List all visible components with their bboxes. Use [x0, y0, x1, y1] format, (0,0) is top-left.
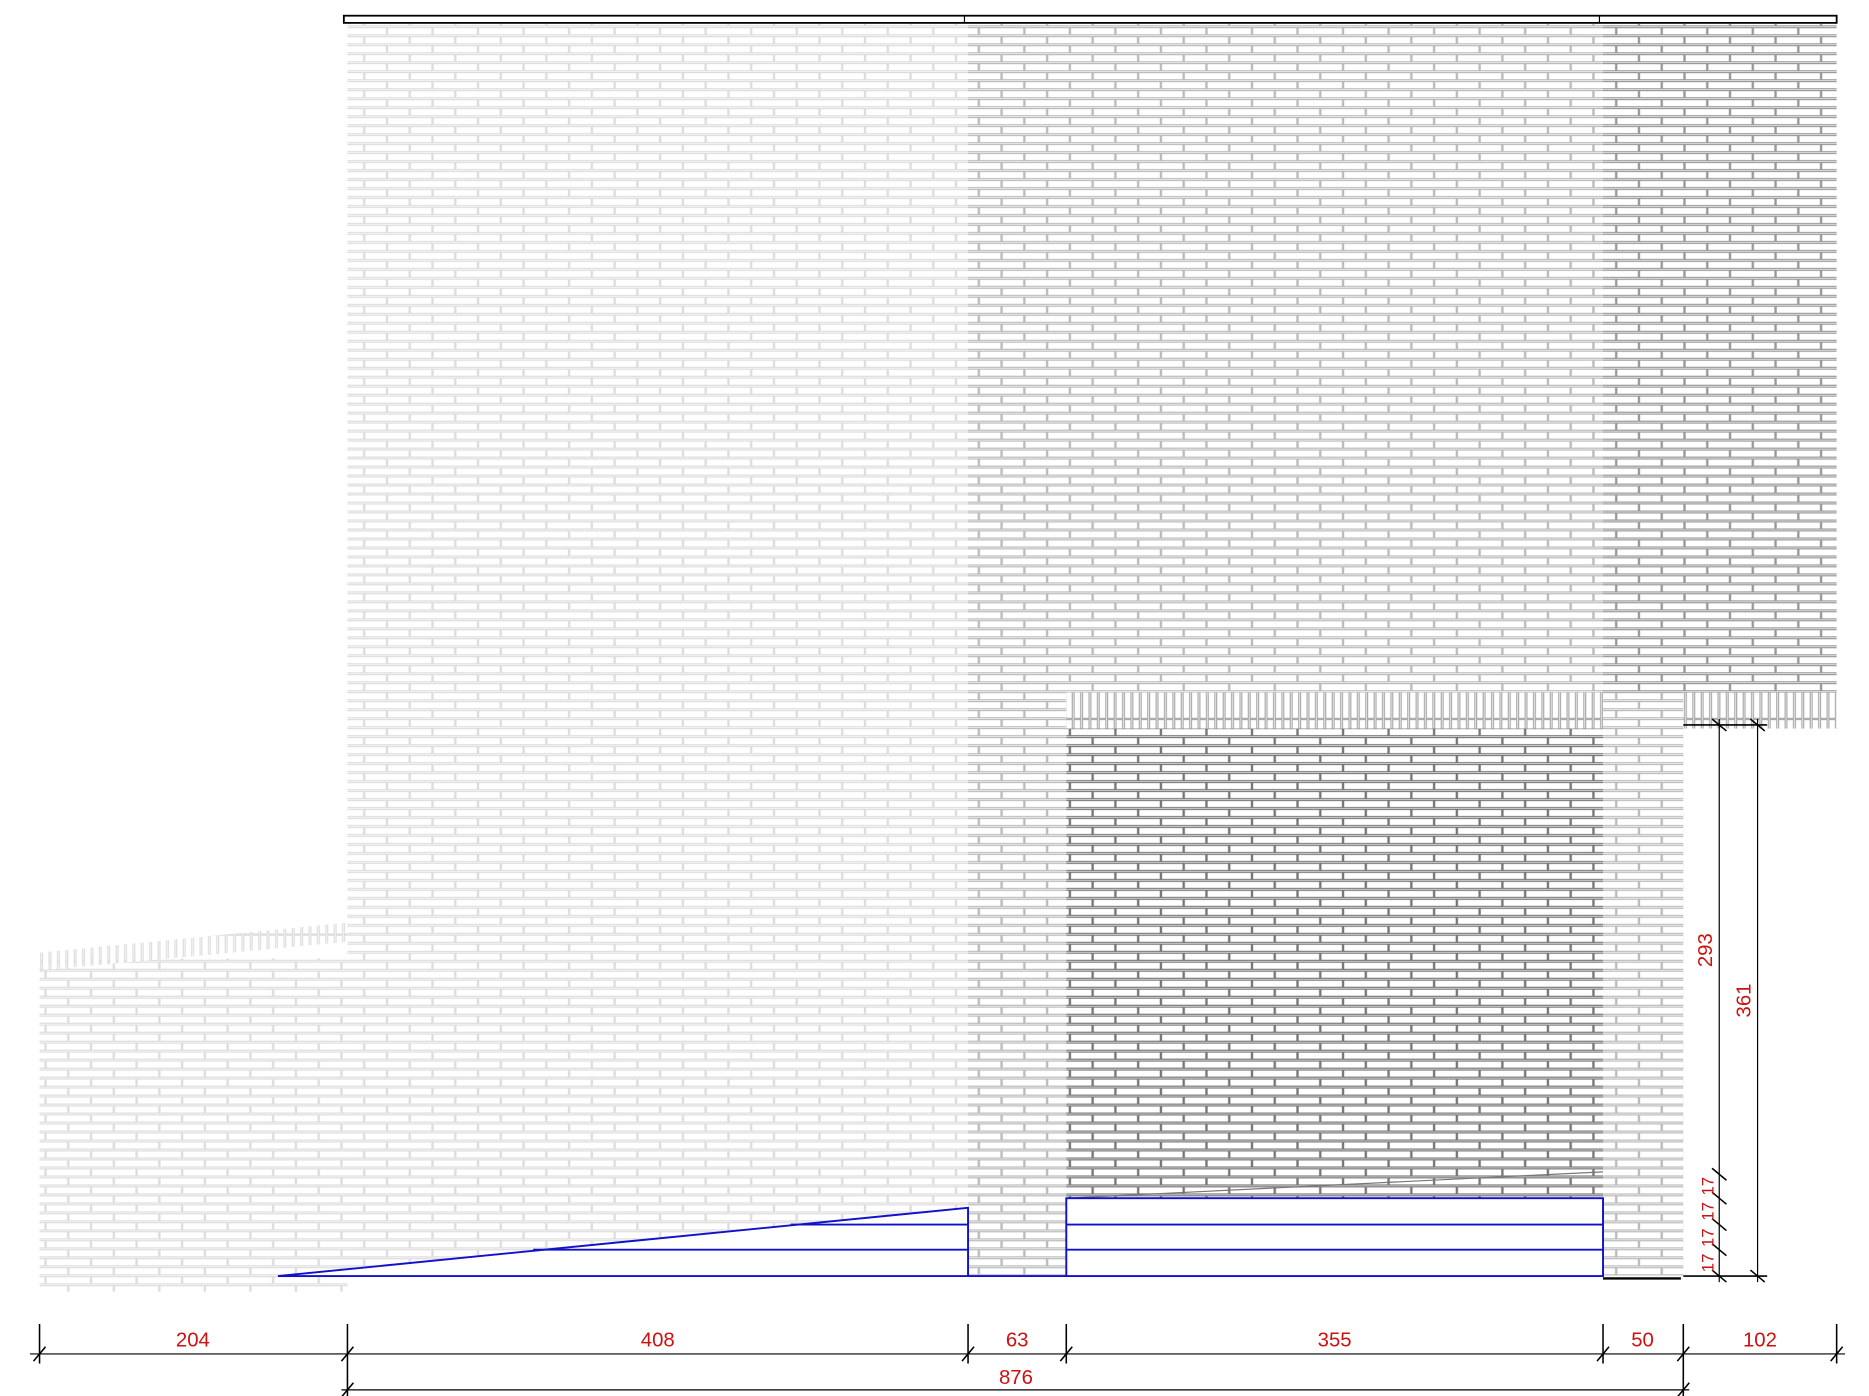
soldier-course — [1066, 693, 1603, 729]
dimension-label: 355 — [1318, 1330, 1352, 1352]
middle-pier — [968, 693, 1066, 1276]
dimension-label: 17 — [1698, 1177, 1717, 1196]
dimension-label: 50 — [1631, 1330, 1654, 1352]
dimension-label: 17 — [1698, 1202, 1717, 1221]
dimension-label: 63 — [1006, 1330, 1029, 1352]
right-pier — [1603, 693, 1683, 1276]
dimension-label: 17 — [1698, 1228, 1717, 1247]
page: 204 408 63 355 50 102 876 293 361 17 17 … — [0, 0, 1869, 1396]
middle-wall — [968, 24, 1603, 693]
soldier-course — [1683, 693, 1836, 729]
dimension-label: 408 — [641, 1330, 675, 1352]
low-wall — [40, 959, 348, 1292]
dimension-label: 361 — [1733, 984, 1755, 1018]
dimension-label: 17 — [1698, 1254, 1717, 1273]
left-wall — [347, 24, 968, 1276]
recess-wall — [1066, 729, 1603, 1199]
walls — [40, 16, 1837, 1292]
elevation-drawing: 204 408 63 355 50 102 876 293 361 17 17 … — [0, 0, 1869, 1396]
coping — [344, 16, 1837, 23]
right-wall — [1603, 24, 1837, 693]
dimension-label: 204 — [176, 1330, 210, 1352]
dimension-label: 293 — [1695, 933, 1717, 967]
dimension-label: 876 — [999, 1367, 1033, 1389]
dimension-label: 102 — [1743, 1330, 1777, 1352]
